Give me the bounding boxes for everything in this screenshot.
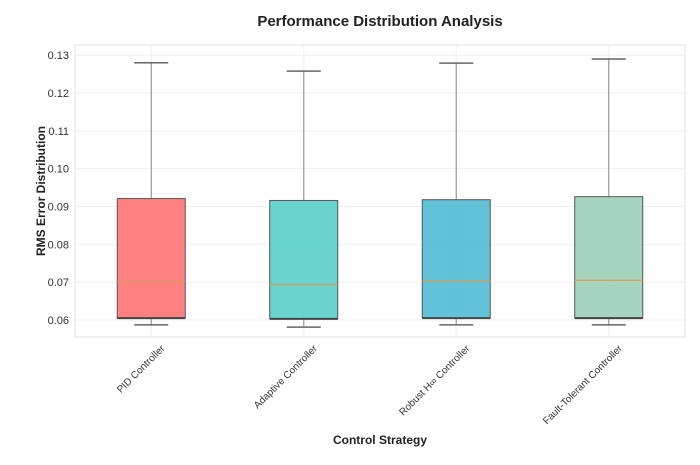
y-tick-label: 0.11 xyxy=(48,126,69,138)
y-tick-label: 0.08 xyxy=(48,239,69,251)
box xyxy=(116,198,186,319)
y-tick-label: 0.09 xyxy=(48,202,69,214)
y-tick-label: 0.13 xyxy=(48,50,69,62)
x-tick-label: Fault-Tolerant Controller xyxy=(541,343,625,427)
y-tick-label: 0.07 xyxy=(48,277,69,289)
box xyxy=(269,199,339,320)
box xyxy=(574,196,644,319)
y-tick-label: 0.12 xyxy=(48,88,69,100)
y-axis-label: RMS Error Distribution xyxy=(34,126,48,256)
x-tick-label: Robust H∞ Controller xyxy=(397,343,472,418)
box xyxy=(421,199,491,319)
x-tick-label: Adaptive Controller xyxy=(252,343,320,411)
chart-title: Performance Distribution Analysis xyxy=(257,13,502,30)
y-tick-label: 0.10 xyxy=(48,164,69,176)
x-tick-label: PID Controller xyxy=(115,343,168,396)
y-tick-label: 0.06 xyxy=(48,315,69,327)
x-axis-label: Control Strategy xyxy=(333,433,427,447)
